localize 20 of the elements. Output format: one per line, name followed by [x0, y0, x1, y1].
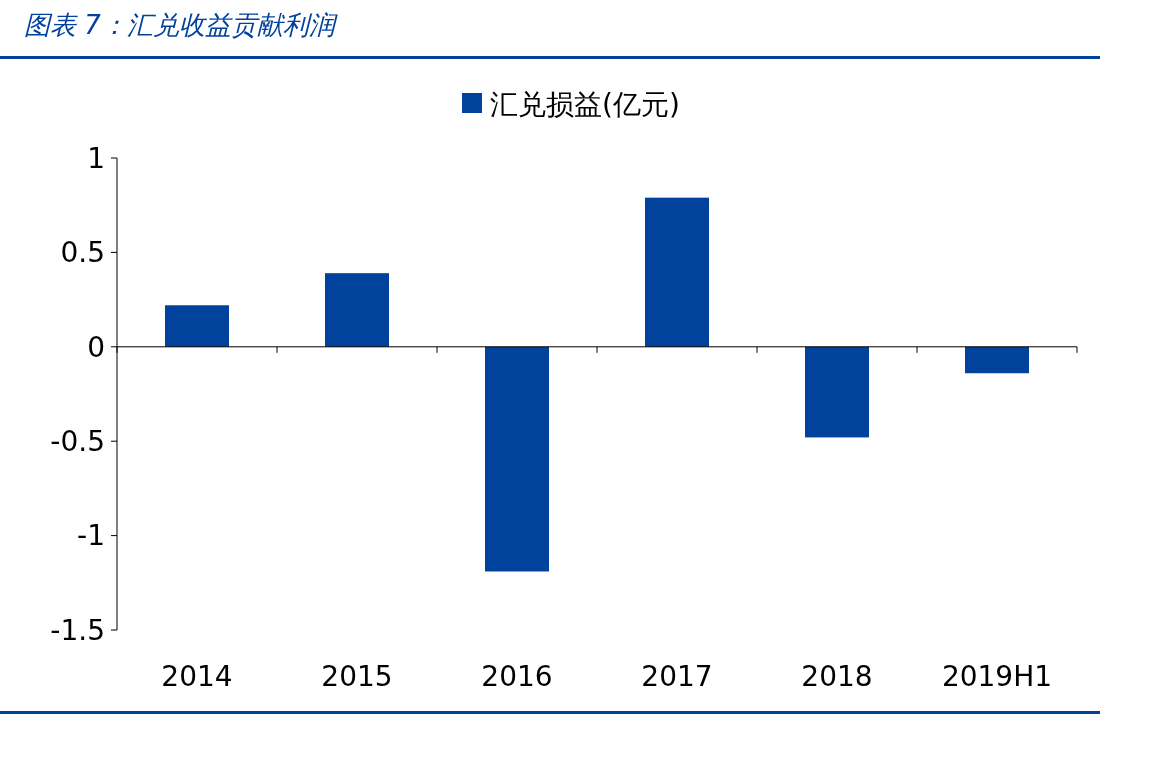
- x-tick-label: 2016: [481, 660, 553, 693]
- x-tick-label: 2018: [801, 660, 873, 693]
- chart-title: 图表 7：汇兑收益贡献利润: [24, 10, 338, 40]
- bar: [805, 346, 869, 438]
- bar: [325, 273, 389, 347]
- y-tick-label: 0.5: [60, 236, 105, 270]
- bar: [485, 346, 549, 572]
- legend-label: 汇兑损益(亿元): [490, 87, 680, 121]
- y-tick-label: -1: [77, 519, 105, 553]
- y-tick-label: 1: [87, 141, 105, 175]
- bar: [165, 305, 229, 347]
- y-tick-label: 0: [87, 330, 105, 364]
- x-tick-label: 2015: [321, 660, 393, 693]
- bar: [645, 197, 709, 347]
- bar: [965, 346, 1029, 374]
- y-tick-label: -0.5: [50, 425, 105, 458]
- x-tick-label: 2014: [161, 660, 233, 693]
- x-tick-label: 2017: [641, 660, 713, 693]
- y-tick-label: -1.5: [50, 613, 105, 647]
- x-tick-label: 2019H1: [941, 660, 1053, 693]
